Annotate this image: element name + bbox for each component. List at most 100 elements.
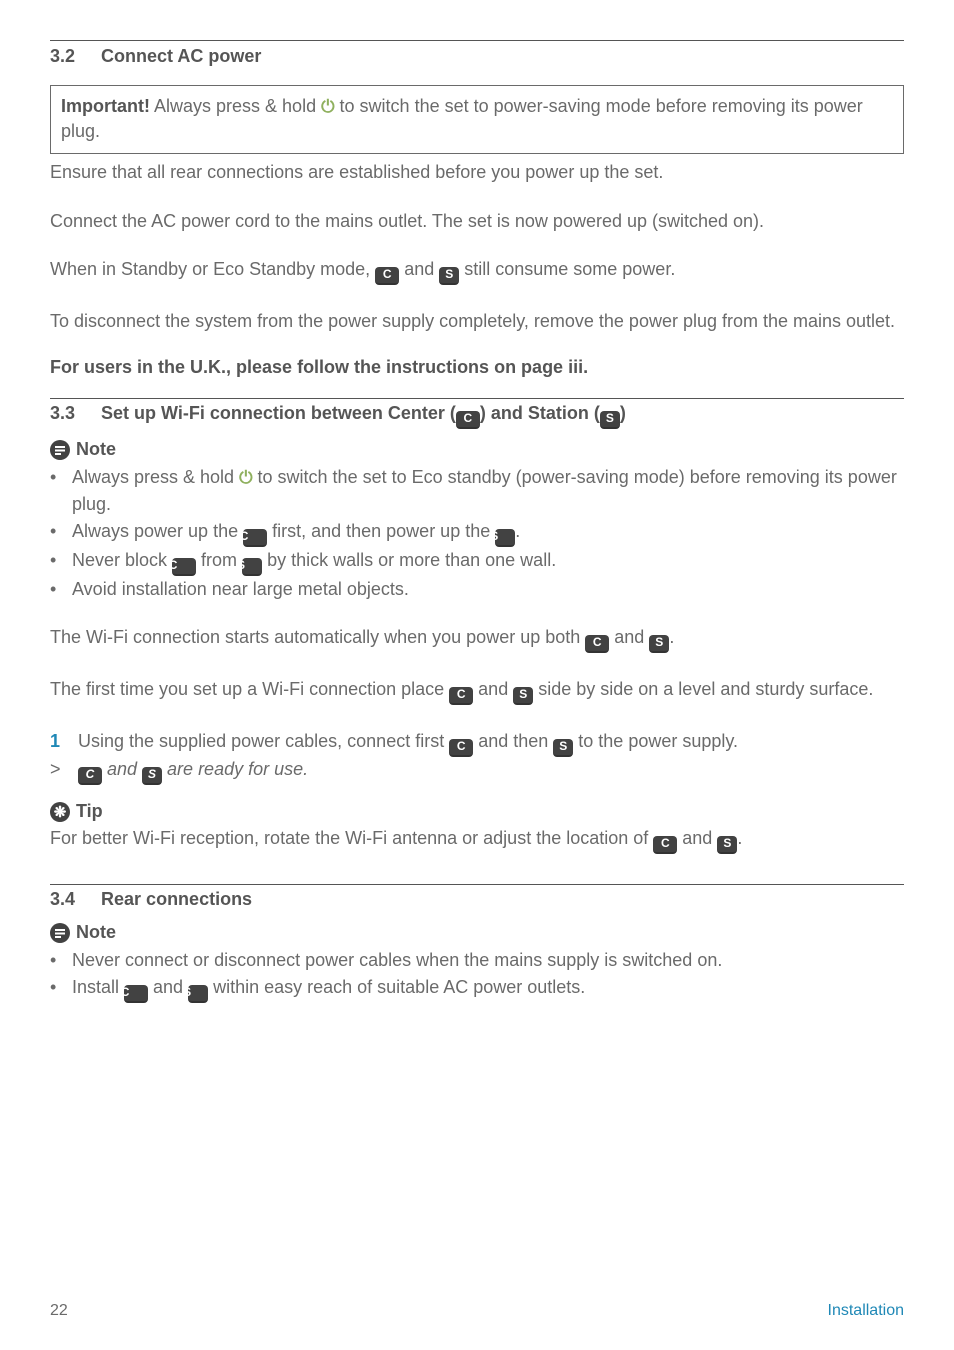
important-callout: Important! Always press & hold ⏻ to swit… xyxy=(50,85,904,154)
tip-heading: ❋ Tip xyxy=(50,801,904,822)
text: For better Wi-Fi reception, rotate the W… xyxy=(50,828,653,848)
tip-icon: ❋ xyxy=(50,802,70,822)
text: When in Standby or Eco Standby mode, xyxy=(50,259,375,279)
uk-notice: For users in the U.K., please follow the… xyxy=(50,357,904,378)
note-icon xyxy=(50,440,70,460)
heading-number: 3.3 xyxy=(50,403,75,424)
center-icon: C xyxy=(456,411,480,429)
list-item: Avoid installation near large metal obje… xyxy=(50,576,904,603)
center-icon: C xyxy=(585,635,609,653)
power-icon: ⏻ xyxy=(239,468,252,487)
heading-title-pre: Set up Wi-Fi connection between Center ( xyxy=(101,403,456,423)
note-heading: Note xyxy=(50,439,904,460)
station-icon: S xyxy=(513,687,533,705)
list-item: Always power up the C first, and then po… xyxy=(50,518,904,547)
page-footer: 22 Installation xyxy=(50,1302,904,1320)
station-icon: S xyxy=(600,411,620,429)
important-label: Important! xyxy=(61,96,150,116)
center-icon: C xyxy=(449,687,473,705)
center-icon: C xyxy=(653,836,677,854)
note-icon xyxy=(50,923,70,943)
text: first, and then power up the xyxy=(267,521,495,541)
section-rule xyxy=(50,40,904,41)
paragraph: The Wi-Fi connection starts automaticall… xyxy=(50,625,904,653)
list-item: Always press & hold ⏻ to switch the set … xyxy=(50,464,904,518)
paragraph: When in Standby or Eco Standby mode, C a… xyxy=(50,257,904,285)
heading-title-post: ) xyxy=(620,403,626,423)
step-1: 1 Using the supplied power cables, conne… xyxy=(50,729,904,757)
note-list: Never connect or disconnect power cables… xyxy=(50,947,904,1003)
tip-text: For better Wi-Fi reception, rotate the W… xyxy=(50,826,904,854)
text: and then xyxy=(473,731,553,751)
text: Never block xyxy=(72,550,172,570)
text: and xyxy=(609,627,649,647)
text: and xyxy=(399,259,439,279)
section-rule xyxy=(50,398,904,399)
text: . xyxy=(737,828,742,848)
text: The first time you set up a Wi-Fi connec… xyxy=(50,679,449,699)
text: The Wi-Fi connection starts automaticall… xyxy=(50,627,585,647)
paragraph: Ensure that all rear connections are est… xyxy=(50,160,904,184)
heading-title-mid: ) and Station ( xyxy=(480,403,600,423)
note-label: Note xyxy=(76,439,116,460)
text: from xyxy=(196,550,242,570)
text: and xyxy=(473,679,513,699)
station-icon: S xyxy=(142,767,162,785)
tip-label: Tip xyxy=(76,801,103,822)
note-label: Note xyxy=(76,922,116,943)
result-text: C and S are ready for use. xyxy=(78,757,904,785)
heading-3-4: 3.4 Rear connections xyxy=(50,889,904,910)
center-icon: C xyxy=(172,558,196,576)
text: are ready for use. xyxy=(162,759,308,779)
text: side by side on a level and sturdy surfa… xyxy=(533,679,873,699)
important-text-pre: Always press & hold xyxy=(150,96,321,116)
heading-title: Rear connections xyxy=(101,889,252,909)
text: . xyxy=(669,627,674,647)
text: and xyxy=(102,759,142,779)
paragraph: Connect the AC power cord to the mains o… xyxy=(50,209,904,233)
text: Install xyxy=(72,977,124,997)
section-rule xyxy=(50,884,904,885)
center-icon: C xyxy=(78,767,102,785)
list-item: Never block C from S by thick walls or m… xyxy=(50,547,904,576)
station-icon: S xyxy=(553,739,573,757)
note-list: Always press & hold ⏻ to switch the set … xyxy=(50,464,904,603)
step-marker: 1 xyxy=(50,729,78,757)
center-icon: C xyxy=(124,985,148,1003)
text: within easy reach of suitable AC power o… xyxy=(208,977,585,997)
station-icon: S xyxy=(188,985,208,1003)
page: 3.2 Connect AC power Important! Always pr… xyxy=(0,0,954,1350)
step-text: Using the supplied power cables, connect… xyxy=(78,729,904,757)
station-icon: S xyxy=(495,529,515,547)
heading-number: 3.4 xyxy=(50,889,75,910)
station-icon: S xyxy=(439,267,459,285)
note-heading: Note xyxy=(50,922,904,943)
result-marker: > xyxy=(50,757,78,785)
center-icon: C xyxy=(375,267,399,285)
text: Always press & hold xyxy=(72,467,239,487)
text: and xyxy=(677,828,717,848)
heading-3-3: 3.3 Set up Wi-Fi connection between Cente… xyxy=(50,403,904,429)
step-result: > C and S are ready for use. xyxy=(50,757,904,785)
paragraph: To disconnect the system from the power … xyxy=(50,309,904,333)
center-icon: C xyxy=(243,529,267,547)
text: to the power supply. xyxy=(573,731,738,751)
paragraph: The first time you set up a Wi-Fi connec… xyxy=(50,677,904,705)
text: . xyxy=(515,521,520,541)
station-icon: S xyxy=(717,836,737,854)
station-icon: S xyxy=(649,635,669,653)
text: Always power up the xyxy=(72,521,243,541)
footer-section: Installation xyxy=(828,1302,905,1320)
center-icon: C xyxy=(449,739,473,757)
station-icon: S xyxy=(242,558,262,576)
heading-title: Connect AC power xyxy=(101,46,261,66)
list-item: Install C and S within easy reach of sui… xyxy=(50,974,904,1003)
list-item: Never connect or disconnect power cables… xyxy=(50,947,904,974)
text: by thick walls or more than one wall. xyxy=(262,550,556,570)
heading-3-2: 3.2 Connect AC power xyxy=(50,46,904,67)
text: Using the supplied power cables, connect… xyxy=(78,731,449,751)
heading-number: 3.2 xyxy=(50,46,75,67)
text: and xyxy=(148,977,188,997)
text: still consume some power. xyxy=(459,259,675,279)
page-number: 22 xyxy=(50,1302,68,1320)
